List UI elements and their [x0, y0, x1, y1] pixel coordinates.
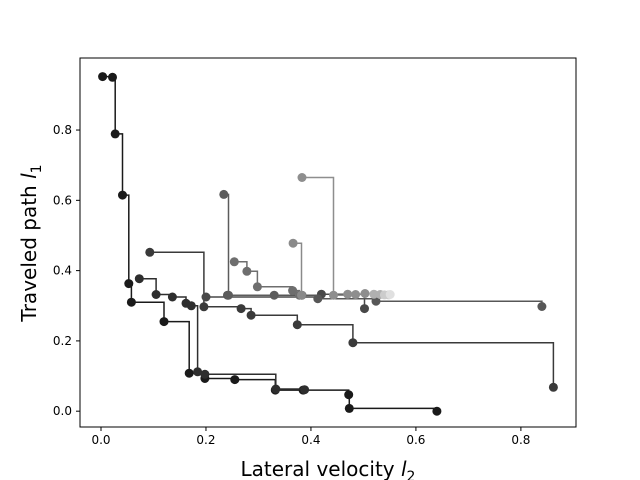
series-0-point-12 [344, 390, 354, 400]
series-1-point-1 [151, 290, 161, 299]
series-1-point-7 [271, 384, 281, 394]
series-2-point-1 [199, 302, 209, 312]
series-0-step-line [102, 75, 438, 412]
series-0-point-1 [108, 72, 117, 82]
series-5-point-0 [219, 189, 229, 199]
series-4-point-3 [537, 302, 547, 311]
series-11-point-0 [385, 290, 395, 299]
y-axis-label: Traveled path l1 [17, 164, 45, 322]
series-8-point-0 [297, 173, 307, 182]
ticks-layer: 0.0 0.2 0.4 0.6 0.8 0.0 0.2 0.4 0.6 0.8 [53, 123, 531, 447]
series-5 [219, 189, 279, 300]
series-8-step-line [302, 176, 366, 296]
series-2-point-0 [145, 247, 155, 257]
series-11 [385, 290, 395, 299]
series-6-point-3 [288, 286, 298, 296]
plot-frame [79, 57, 577, 428]
series-5-step-line [223, 193, 275, 296]
series-2-step-line [149, 251, 555, 388]
series-8-point-3 [351, 290, 361, 299]
series-0-point-3 [118, 190, 127, 200]
series-2-point-3 [246, 310, 256, 320]
series-8-point-1 [329, 290, 338, 300]
series-4-point-2 [371, 296, 381, 306]
series-2 [145, 247, 558, 392]
series-8-point-2 [343, 289, 353, 299]
series-5-point-2 [269, 290, 279, 300]
y-tick-label: 0.0 [53, 404, 72, 418]
series-7 [288, 238, 306, 300]
x-tick-label: 0.2 [196, 433, 215, 447]
series-6-point-0 [229, 257, 239, 267]
x-tick-label: 0.0 [91, 433, 110, 447]
series-0-point-13 [344, 403, 354, 413]
series-3-point-2 [360, 304, 369, 314]
y-tick-label: 0.8 [53, 123, 72, 137]
series-1-point-4 [186, 301, 196, 311]
y-tick-label: 0.6 [53, 193, 72, 207]
series-2-point-4 [292, 320, 302, 330]
series-7-point-0 [288, 238, 298, 248]
series-1-point-8 [300, 385, 310, 395]
series-0-point-0 [98, 72, 108, 82]
series-0-point-2 [110, 129, 120, 139]
x-tick-label: 0.4 [301, 433, 320, 447]
series-3-point-0 [201, 292, 211, 302]
y-tick-label: 0.2 [53, 334, 72, 348]
series-2-point-6 [548, 382, 558, 392]
series-0-point-4 [124, 279, 134, 289]
series-6-point-1 [242, 266, 252, 276]
series-0-point-5 [126, 297, 136, 307]
series-6 [229, 257, 307, 300]
series-1 [134, 274, 310, 395]
series-2-point-5 [348, 338, 358, 348]
series-5-point-1 [224, 290, 233, 300]
series-8 [297, 173, 370, 300]
series-0-point-6 [159, 317, 169, 327]
series-1-point-2 [167, 292, 177, 302]
x-tick-label: 0.6 [406, 433, 425, 447]
series-6-point-2 [252, 282, 262, 292]
series-layer [98, 72, 558, 416]
series-0-point-14 [432, 406, 442, 416]
x-tick-label: 0.8 [511, 433, 530, 447]
y-tick-label: 0.4 [53, 264, 72, 278]
series-7-point-1 [297, 290, 306, 300]
series-0-point-7 [184, 368, 194, 378]
series-1-point-6 [200, 369, 210, 379]
series-0-point-9 [230, 375, 240, 385]
series-1-point-5 [193, 367, 203, 377]
series-2-point-2 [236, 304, 246, 314]
series-8-point-4 [360, 289, 370, 298]
series-0 [98, 72, 442, 416]
series-1-point-0 [134, 274, 144, 284]
x-axis-label: Lateral velocity l2 [241, 457, 416, 480]
series-4-point-1 [313, 294, 323, 304]
